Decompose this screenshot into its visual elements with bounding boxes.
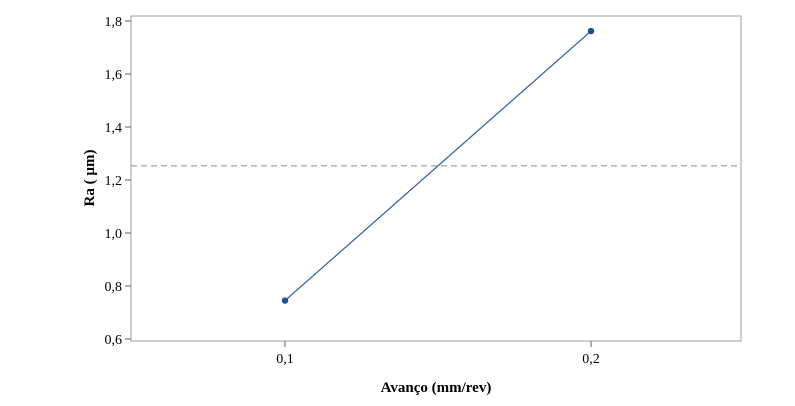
y-tick-label: 1,8 xyxy=(105,15,123,30)
series-line xyxy=(284,30,592,302)
y-tick-label: 0,6 xyxy=(105,333,123,348)
x-tick-label: 0,1 xyxy=(276,352,294,367)
x-axis-title: Avanço (mm/rev) xyxy=(381,380,492,396)
y-tick-label: 1,6 xyxy=(105,68,123,83)
y-axis-title: Ra ( µm) xyxy=(82,150,98,207)
data-point xyxy=(281,297,289,304)
y-tick-label: 1,2 xyxy=(105,174,123,189)
y-axis: 0,6 0,8 1,0 1,2 1,4 1,6 1,8 xyxy=(105,15,131,348)
x-tick-label: 0,2 xyxy=(582,352,600,367)
data-point xyxy=(587,27,595,35)
y-tick-label: 1,0 xyxy=(105,227,123,242)
plot-frame xyxy=(130,15,742,342)
data-points xyxy=(281,27,595,304)
y-tick-label: 1,4 xyxy=(105,121,123,136)
x-axis: 0,1 0,2 xyxy=(276,341,600,367)
y-tick-label: 0,8 xyxy=(105,280,123,295)
